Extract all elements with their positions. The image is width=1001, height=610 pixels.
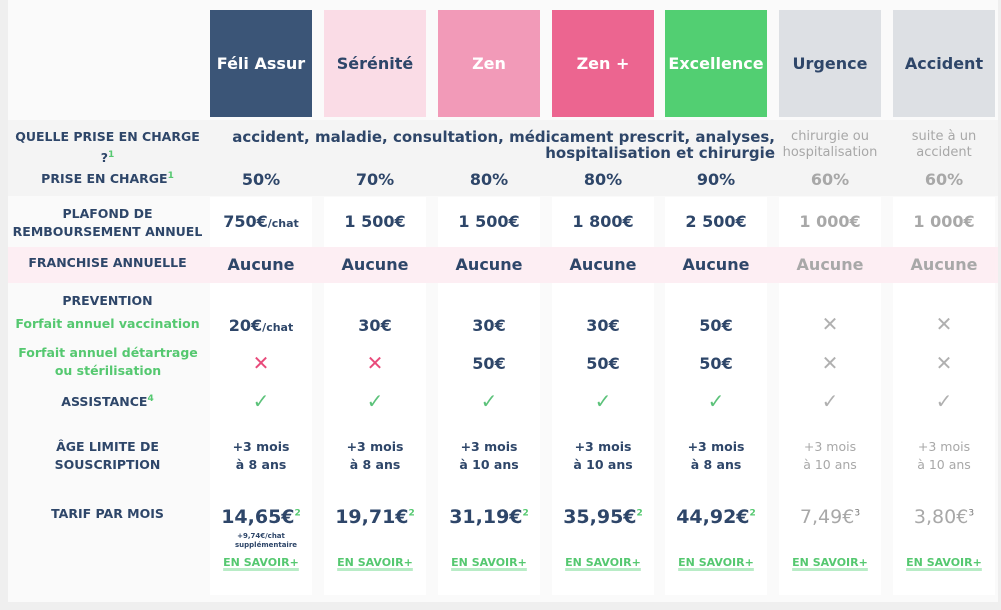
en-savoir-plus-link[interactable]: EN SAVOIR+ <box>223 556 299 569</box>
coverage-row-band <box>8 120 998 196</box>
assistance-check-icon: ✓ <box>480 389 498 413</box>
en-savoir-plus-link[interactable]: EN SAVOIR+ <box>451 556 527 569</box>
shared-coverage-text: accident, maladie, consultation, médicam… <box>232 128 775 162</box>
plan-detartrage: 50€ <box>472 354 506 373</box>
plan-detartrage: 50€ <box>586 354 620 373</box>
en-savoir-plus-link[interactable]: EN SAVOIR+ <box>565 556 641 569</box>
plan-plafond: 1 500€ <box>344 212 406 231</box>
plan-tarif: 35,95€2 <box>563 506 643 528</box>
plan-tarif: 19,71€2 <box>335 506 415 528</box>
label-prise-en-charge: PRISE EN CHARGE1 <box>41 171 174 187</box>
en-savoir-plus-link[interactable]: EN SAVOIR+ <box>337 556 413 569</box>
label-franchise: FRANCHISE ANNUELLE <box>28 255 187 270</box>
plan-header: Urgence <box>779 10 881 117</box>
plan-age-limite: +3 mois à 10 ans <box>573 439 633 472</box>
plan-prise: 80% <box>469 170 509 189</box>
en-savoir-plus-link[interactable]: EN SAVOIR+ <box>678 556 754 569</box>
plan-prise: 80% <box>583 170 623 189</box>
plan-franchise: Aucune <box>569 255 637 274</box>
label-assistance: ASSISTANCE4 <box>61 394 154 410</box>
label-age-limite: ÂGE LIMITE DE SOUSCRIPTION <box>54 439 161 472</box>
plan-franchise: Aucune <box>227 255 295 274</box>
vaccination-cross-icon: ✕ <box>821 312 839 336</box>
plan-franchise: Aucune <box>341 255 409 274</box>
plan-header: Zen + <box>552 10 654 117</box>
label-quelle-prise: QUELLE PRISE EN CHARGE ?1 <box>15 129 200 166</box>
label-detartrage: Forfait annuel détartrage ou stérilisati… <box>18 345 198 378</box>
detartrage-cross-icon: ✕ <box>935 351 953 375</box>
plan-prise: 60% <box>810 170 850 189</box>
plan-age-limite: +3 mois à 8 ans <box>687 439 745 472</box>
plan-coverage: suite à un accident <box>911 129 977 160</box>
plan-age-limite: +3 mois à 8 ans <box>232 439 290 472</box>
plan-plafond: 2 500€ <box>685 212 747 231</box>
plan-age-limite: +3 mois à 10 ans <box>917 439 971 472</box>
assistance-check-icon: ✓ <box>252 389 270 413</box>
plan-vaccination: 30€ <box>472 316 506 335</box>
plan-plafond: 750€/chat <box>223 212 299 231</box>
assistance-check-icon: ✓ <box>366 389 384 413</box>
plan-tarif: 44,92€2 <box>676 506 756 528</box>
plan-prise: 60% <box>924 170 964 189</box>
plan-vaccination: 30€ <box>358 316 392 335</box>
assistance-check-icon: ✓ <box>707 389 725 413</box>
plan-franchise: Aucune <box>910 255 978 274</box>
plan-plafond: 1 800€ <box>572 212 634 231</box>
label-tarif: TARIF PAR MOIS <box>51 506 164 521</box>
plan-coverage: chirurgie ou hospitalisation <box>782 129 878 160</box>
plan-header: Féli Assur <box>210 10 312 117</box>
plan-prise: 90% <box>696 170 736 189</box>
plan-tarif: 7,49€3 <box>799 506 861 528</box>
label-prevention: PREVENTION <box>62 293 153 308</box>
plan-franchise: Aucune <box>796 255 864 274</box>
plan-plafond: 1 500€ <box>458 212 520 231</box>
plan-vaccination: 20€/chat <box>228 316 294 335</box>
plan-age-limite: +3 mois à 10 ans <box>803 439 857 472</box>
detartrage-cross-icon: ✕ <box>252 351 270 375</box>
plan-franchise: Aucune <box>682 255 750 274</box>
plan-age-limite: +3 mois à 8 ans <box>346 439 404 472</box>
en-savoir-plus-link[interactable]: EN SAVOIR+ <box>792 556 868 569</box>
franchise-row-band <box>8 247 998 283</box>
label-vaccination: Forfait annuel vaccination <box>15 316 200 331</box>
detartrage-cross-icon: ✕ <box>366 351 384 375</box>
plan-plafond: 1 000€ <box>913 212 975 231</box>
detartrage-cross-icon: ✕ <box>821 351 839 375</box>
plan-vaccination: 50€ <box>699 316 733 335</box>
plan-detartrage: 50€ <box>699 354 733 373</box>
plan-tarif: 31,19€2 <box>449 506 529 528</box>
plan-header: Excellence <box>665 10 767 117</box>
plan-header: Accident <box>893 10 995 117</box>
plan-prise: 50% <box>241 170 281 189</box>
label-plafond: PLAFOND DE REMBOURSEMENT ANNUEL <box>12 206 203 239</box>
plan-plafond: 1 000€ <box>799 212 861 231</box>
assistance-check-icon: ✓ <box>821 389 839 413</box>
plan-age-limite: +3 mois à 10 ans <box>459 439 519 472</box>
plan-franchise: Aucune <box>455 255 523 274</box>
plan-header: Zen <box>438 10 540 117</box>
assistance-check-icon: ✓ <box>594 389 612 413</box>
assistance-check-icon: ✓ <box>935 389 953 413</box>
plan-prise: 70% <box>355 170 395 189</box>
plan-tarif-note: +9,74€/chat supplémentaire <box>235 532 298 549</box>
plan-vaccination: 30€ <box>586 316 620 335</box>
en-savoir-plus-link[interactable]: EN SAVOIR+ <box>906 556 982 569</box>
plan-header: Sérénité <box>324 10 426 117</box>
vaccination-cross-icon: ✕ <box>935 312 953 336</box>
plan-tarif: 3,80€3 <box>913 506 975 528</box>
plan-tarif: 14,65€2 <box>221 506 301 528</box>
